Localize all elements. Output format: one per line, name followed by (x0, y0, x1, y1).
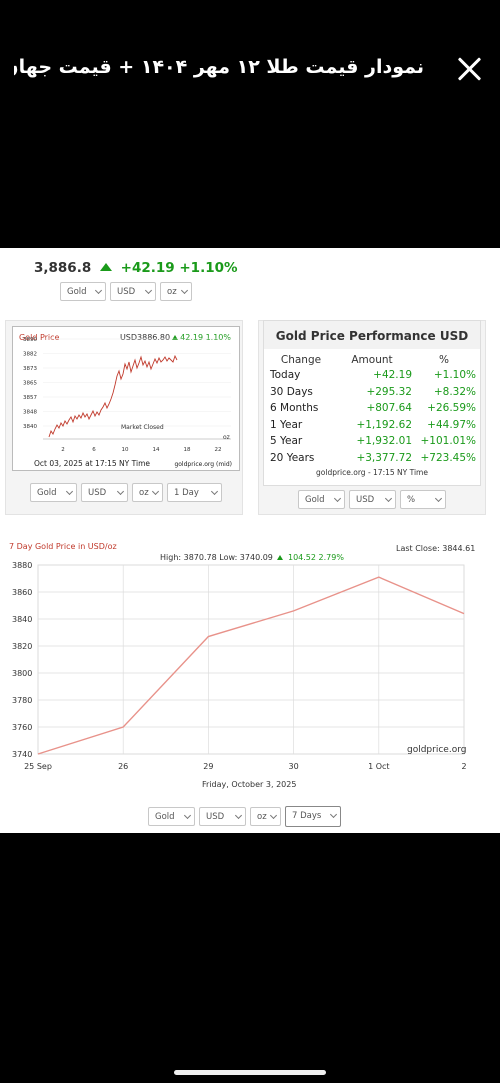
mini-y-tick: 3848 (23, 410, 37, 416)
mini-x-tick: 18 (184, 447, 191, 453)
mini-x-tick: 10 (122, 447, 129, 453)
big-range-select[interactable]: 7 Days (285, 806, 341, 827)
price-quote: 3,886.8 +42.19 +1.10% (34, 260, 238, 276)
mini-unit-label: oz (223, 434, 230, 441)
market-status: Market Closed (121, 424, 164, 431)
big-metal-select[interactable]: Gold (148, 807, 195, 826)
y-tick-label: 3800 (12, 669, 32, 678)
col-amount: Amount (351, 353, 393, 366)
mini-metal-select[interactable]: Gold (30, 483, 77, 502)
up-arrow-icon (99, 263, 112, 271)
chevron-down-icon (329, 810, 338, 819)
performance-table: Change Amount % Today +42.19 +1.10% 30 Day… (270, 352, 476, 466)
performance-table-wrap: Gold Price Performance USD Change Amount… (263, 320, 481, 515)
chevron-down-icon (183, 811, 192, 820)
x-tick-label: 2 (461, 762, 466, 771)
perf-currency-select[interactable]: USD (349, 490, 396, 509)
mini-chart-quote: USD3886.80 42.19 1.10% (119, 333, 231, 342)
mini-x-tick: 2 (61, 447, 65, 453)
big-chart-watermark: goldprice.org (407, 745, 467, 755)
big-chart-plot: 3740 3760 3780 3800 3820 3840 3860 3880 25 Sep 26… (12, 561, 467, 771)
chevron-down-icon (269, 811, 278, 820)
y-tick-label: 3840 (12, 615, 32, 624)
x-tick-label: 29 (203, 762, 213, 771)
high-low-label: High: 3870.78 Low: 3740.09 (160, 553, 273, 562)
mini-y-tick: 3873 (23, 366, 37, 372)
y-tick-label: 3740 (12, 750, 32, 759)
mini-chart-plot: 3890 3882 3873 3865 3857 3848 3840 2 6 10 14 18 22 M… (23, 337, 231, 453)
y-tick-label: 3780 (12, 696, 32, 705)
up-arrow-icon (277, 555, 284, 560)
table-row: 5 Year +1,932.01 +101.01% (270, 435, 476, 448)
mini-y-tick: 3882 (23, 352, 37, 358)
home-indicator[interactable] (174, 1070, 326, 1075)
y-tick-label: 3880 (12, 561, 32, 570)
big-currency-select[interactable]: USD (199, 807, 246, 826)
metal-select[interactable]: Gold (60, 282, 106, 301)
unit-select[interactable]: oz (160, 282, 192, 301)
price-change: +42.19 (120, 260, 175, 276)
currency-select[interactable]: USD (110, 282, 156, 301)
table-row: 1 Year +1,192.62 +44.97% (270, 418, 476, 431)
big-chart-title: 7 Day Gold Price in USD/oz (9, 542, 117, 551)
price-change-pct: +1.10% (179, 260, 238, 276)
table-row: Today +42.19 +1.10% (270, 369, 476, 382)
mini-chart: Gold Price USD3886.80 42.19 1.10% 3890 388… (12, 326, 240, 471)
mini-x-tick: 22 (215, 447, 222, 453)
big-chart-stats: High: 3870.78 Low: 3740.09 104.52 2.79% (160, 553, 344, 562)
series-line (37, 576, 465, 755)
performance-box: Gold Price Performance USD Change Amount… (263, 320, 481, 486)
big-unit-select[interactable]: oz (250, 807, 281, 826)
mini-range-select[interactable]: 1 Day (167, 483, 222, 502)
table-row: 6 Months +807.64 +26.59% (270, 402, 476, 415)
col-change: Change (280, 353, 322, 366)
mini-y-tick: 3840 (23, 424, 37, 430)
mini-y-tick: 3890 (23, 337, 37, 343)
col-pct: % (439, 353, 449, 366)
x-tick-label: 30 (289, 762, 299, 771)
x-tick-label: 26 (118, 762, 128, 771)
close-icon[interactable] (452, 52, 486, 86)
performance-source: goldprice.org - 17:15 NY Time (316, 468, 428, 477)
last-close-label: Last Close: 3844.61 (396, 544, 476, 553)
y-tick-label: 3860 (12, 588, 32, 597)
gold-price-screenshot: 3,886.8 +42.19 +1.10% Gold USD oz Gold P… (0, 248, 500, 833)
perf-metal-select[interactable]: Gold (298, 490, 345, 509)
mini-x-tick: 14 (153, 447, 160, 453)
y-tick-label: 3820 (12, 642, 32, 651)
mini-y-tick: 3857 (23, 395, 37, 401)
post-header: نمودار قیمت طلا ۱۲ مهر ۱۴۰۴ + قیمت جهان.… (0, 0, 500, 248)
mini-y-tick: 3865 (23, 381, 37, 387)
current-price: 3,886.8 (34, 260, 92, 276)
post-title: نمودار قیمت طلا ۱۲ مهر ۱۴۰۴ + قیمت جهان.… (14, 56, 424, 78)
mini-chart-title: Gold Price (19, 333, 60, 342)
mini-currency-select[interactable]: USD (81, 483, 128, 502)
performance-header-row: Change Amount % (270, 352, 476, 367)
up-arrow-icon (172, 335, 179, 340)
performance-title: Gold Price Performance USD (264, 321, 480, 349)
mini-unit-select[interactable]: oz (132, 483, 163, 502)
mini-chart-timestamp: Oct 03, 2025 at 17:15 NY Time (34, 459, 150, 468)
big-chart-date: Friday, October 3, 2025 (202, 780, 297, 789)
table-row: 30 Days +295.32 +8.32% (270, 385, 476, 398)
mini-chart-source: goldprice.org (mid) (174, 461, 232, 468)
table-row: 20 Years +3,377.72 +723.45% (270, 451, 476, 464)
plot-area (37, 564, 465, 755)
x-tick-label: 25 Sep (24, 762, 52, 771)
perf-mode-select[interactable]: % (400, 490, 446, 509)
mini-x-tick: 6 (92, 447, 96, 453)
chevron-down-icon (234, 811, 243, 820)
x-tick-label: 1 Oct (368, 762, 389, 771)
y-tick-label: 3760 (12, 723, 32, 732)
seven-day-change: 104.52 2.79% (287, 553, 344, 562)
